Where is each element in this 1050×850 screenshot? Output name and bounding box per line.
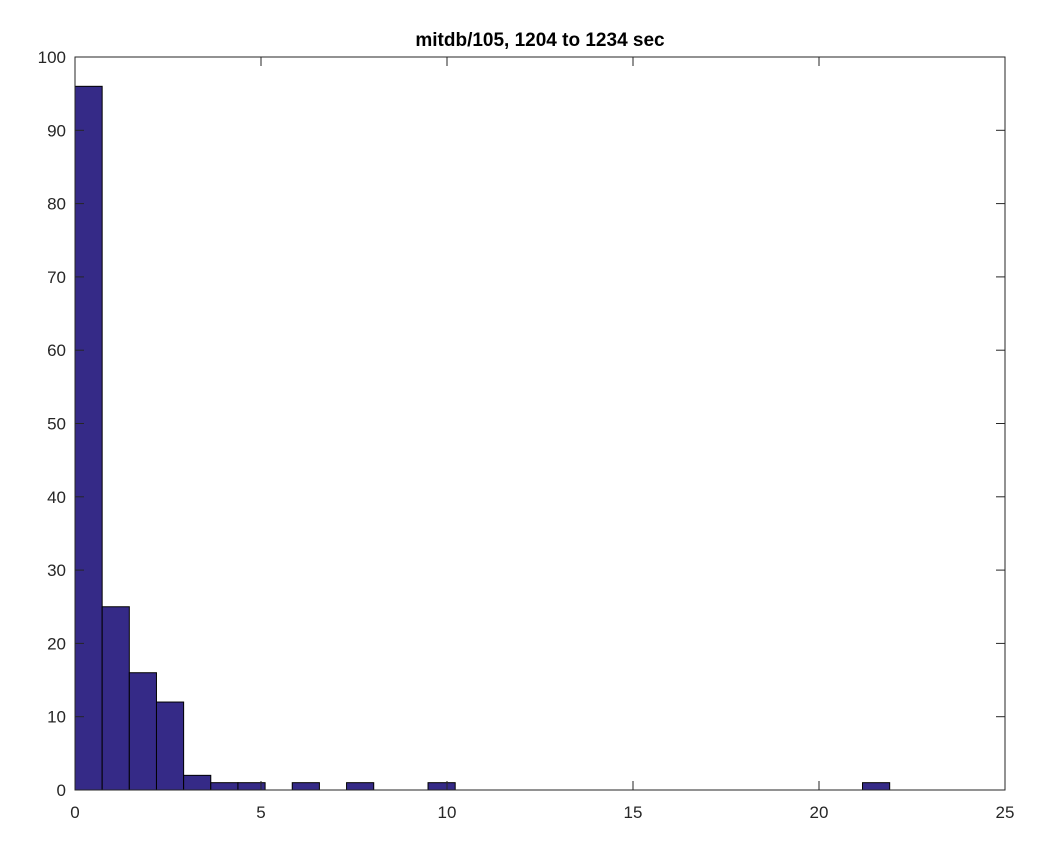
histogram-bar xyxy=(210,782,239,791)
y-tick-label: 80 xyxy=(47,195,66,214)
histogram-bar xyxy=(346,782,375,791)
axes-layer: 0 5 10 15 20 25 0 10 20 30 40 50 60 70 80 90 100 xyxy=(38,48,1015,822)
x-tick-label: 25 xyxy=(996,803,1015,822)
y-tick-label: 20 xyxy=(47,634,66,653)
histogram-bar xyxy=(862,782,891,791)
y-tick-label: 40 xyxy=(47,488,66,507)
histogram-bar xyxy=(155,701,185,791)
histogram-bar xyxy=(183,774,212,791)
y-tick-label: 100 xyxy=(38,48,66,67)
y-tick-label: 0 xyxy=(57,781,66,800)
y-tick-label: 10 xyxy=(47,708,66,727)
x-tick-label: 10 xyxy=(438,803,457,822)
x-tick-label: 15 xyxy=(624,803,643,822)
y-tick-label: 90 xyxy=(47,121,66,140)
x-tick-label: 20 xyxy=(810,803,829,822)
x-tick-label: 0 xyxy=(70,803,79,822)
histogram-bar xyxy=(74,85,103,791)
y-tick-label: 70 xyxy=(47,268,66,287)
y-tick-label: 30 xyxy=(47,561,66,580)
chart-title: mitdb/105, 1204 to 1234 sec xyxy=(415,30,665,51)
histogram-bar xyxy=(101,606,130,791)
y-tick-label: 60 xyxy=(47,341,66,360)
histogram-bar xyxy=(427,782,456,791)
histogram-bar xyxy=(128,672,157,791)
y-tick-label: 50 xyxy=(47,415,66,434)
histogram-bar xyxy=(291,782,320,791)
x-tick-label: 5 xyxy=(256,803,265,822)
